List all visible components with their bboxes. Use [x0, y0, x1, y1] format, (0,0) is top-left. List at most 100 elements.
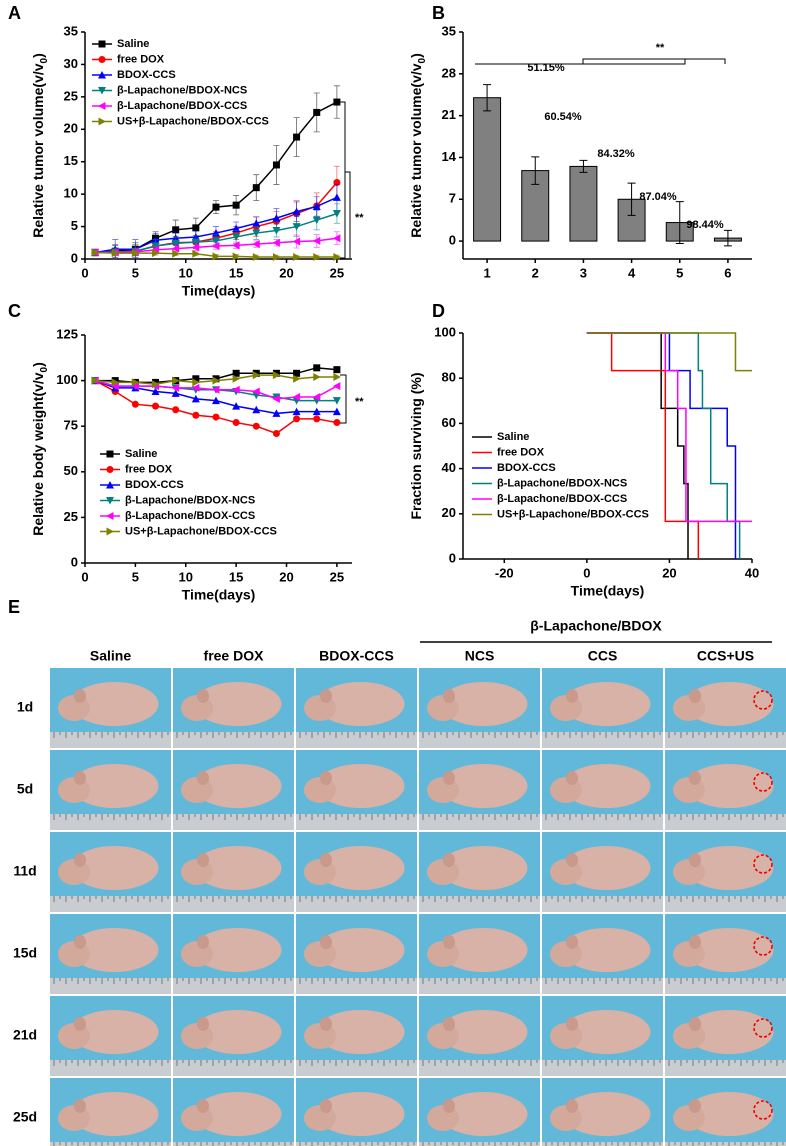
ruler [296, 1060, 417, 1076]
marker [333, 366, 341, 374]
marker [293, 253, 301, 262]
marker [292, 237, 301, 246]
mouse-body [439, 1092, 528, 1136]
marker [131, 400, 139, 408]
y-tick-label: 40 [442, 460, 456, 475]
column-header: CCS+US [697, 648, 754, 664]
ruler [173, 1060, 294, 1076]
ruler [173, 814, 294, 830]
annotation: 98.44% [686, 219, 724, 231]
x-tick-label: 10 [179, 569, 193, 584]
ruler [419, 814, 540, 830]
panel-label: D [432, 301, 445, 321]
marker [152, 402, 160, 410]
marker [332, 382, 341, 391]
ruler-ticks [299, 978, 415, 984]
mouse-body [70, 1010, 159, 1054]
mouse-ear [197, 1017, 209, 1031]
marker [191, 383, 200, 392]
ruler [173, 978, 294, 994]
marker [91, 248, 100, 257]
marker [313, 364, 321, 372]
mouse-body [685, 682, 774, 726]
legend-label: BDOX-CCS [117, 69, 176, 81]
ruler [419, 732, 540, 748]
marker [332, 397, 341, 405]
mouse-body [562, 682, 651, 726]
marker [232, 233, 241, 241]
y-tick-label: 125 [56, 326, 78, 341]
y-tick-label: 60 [442, 415, 456, 430]
ruler [665, 1142, 786, 1146]
ruler-ticks [422, 732, 538, 738]
ruler [296, 1142, 417, 1146]
marker [292, 407, 301, 416]
ruler [296, 978, 417, 994]
marker [312, 236, 321, 245]
x-tick-label: 20 [279, 265, 293, 280]
marker [131, 382, 139, 391]
marker [98, 71, 106, 79]
ruler-ticks [545, 1060, 661, 1066]
mouse-ear [443, 1017, 455, 1031]
column-header: free DOX [204, 648, 265, 664]
annotation: ** [355, 212, 364, 224]
marker [272, 429, 280, 437]
mouse-body [193, 928, 282, 972]
marker [272, 394, 280, 403]
x-tick-label: 40 [745, 565, 759, 580]
legend-label: β-Lapachone/BDOX-NCS [117, 84, 247, 96]
y-tick-label: 25 [64, 88, 78, 103]
y-tick-label: 28 [442, 65, 456, 80]
marker [292, 223, 301, 231]
mouse-ear [566, 935, 578, 949]
marker [252, 405, 261, 414]
marker [272, 409, 281, 417]
mouse-body [685, 846, 774, 890]
marker [232, 402, 241, 410]
ruler [419, 1060, 540, 1076]
marker [106, 481, 114, 489]
error-bar [579, 159, 588, 173]
mouse-ear [689, 689, 701, 703]
marker [171, 244, 180, 253]
mouse-ear [566, 1017, 578, 1031]
marker [272, 238, 280, 247]
x-tick-label: 10 [179, 265, 193, 280]
y-tick-label: 15 [64, 153, 78, 168]
mouse-ear [74, 853, 86, 867]
marker [313, 108, 321, 116]
x-tick-label: 25 [330, 569, 344, 584]
ruler-ticks [422, 978, 538, 984]
column-header: BDOX-CCS [319, 648, 394, 664]
significance-bracket [340, 101, 351, 259]
marker [232, 241, 240, 250]
marker [252, 371, 261, 380]
mouse-body [70, 846, 159, 890]
ruler [542, 896, 663, 912]
ruler [50, 1060, 171, 1076]
x-tick-label: 2 [532, 265, 539, 280]
group-header: β-Lapachone/BDOX [530, 618, 662, 634]
mouse-ear [689, 1017, 701, 1031]
y-tick-label: 7 [449, 191, 456, 206]
ruler-ticks [545, 978, 661, 984]
marker [312, 202, 321, 210]
y-axis-title-part: Relative body weight(v/v [30, 372, 46, 536]
ruler-ticks [53, 978, 169, 984]
y-axis-title: Relative body weight(v/v0) [30, 362, 50, 536]
y-tick-label: 25 [64, 509, 78, 524]
marker [313, 415, 321, 423]
y-axis-title: Fraction surviving (%) [408, 372, 424, 519]
marker [293, 374, 301, 383]
annotation: ** [656, 42, 665, 54]
y-tick-label: 0 [71, 250, 78, 265]
mouse-ear [566, 771, 578, 785]
ruler [296, 896, 417, 912]
mouse-ear [443, 853, 455, 867]
y-tick-label: 35 [64, 23, 78, 38]
marker [252, 229, 261, 238]
panel-label: B [432, 3, 445, 23]
y-axis-title-part: Fraction surviving (%) [408, 372, 424, 519]
ruler-ticks [176, 732, 292, 738]
